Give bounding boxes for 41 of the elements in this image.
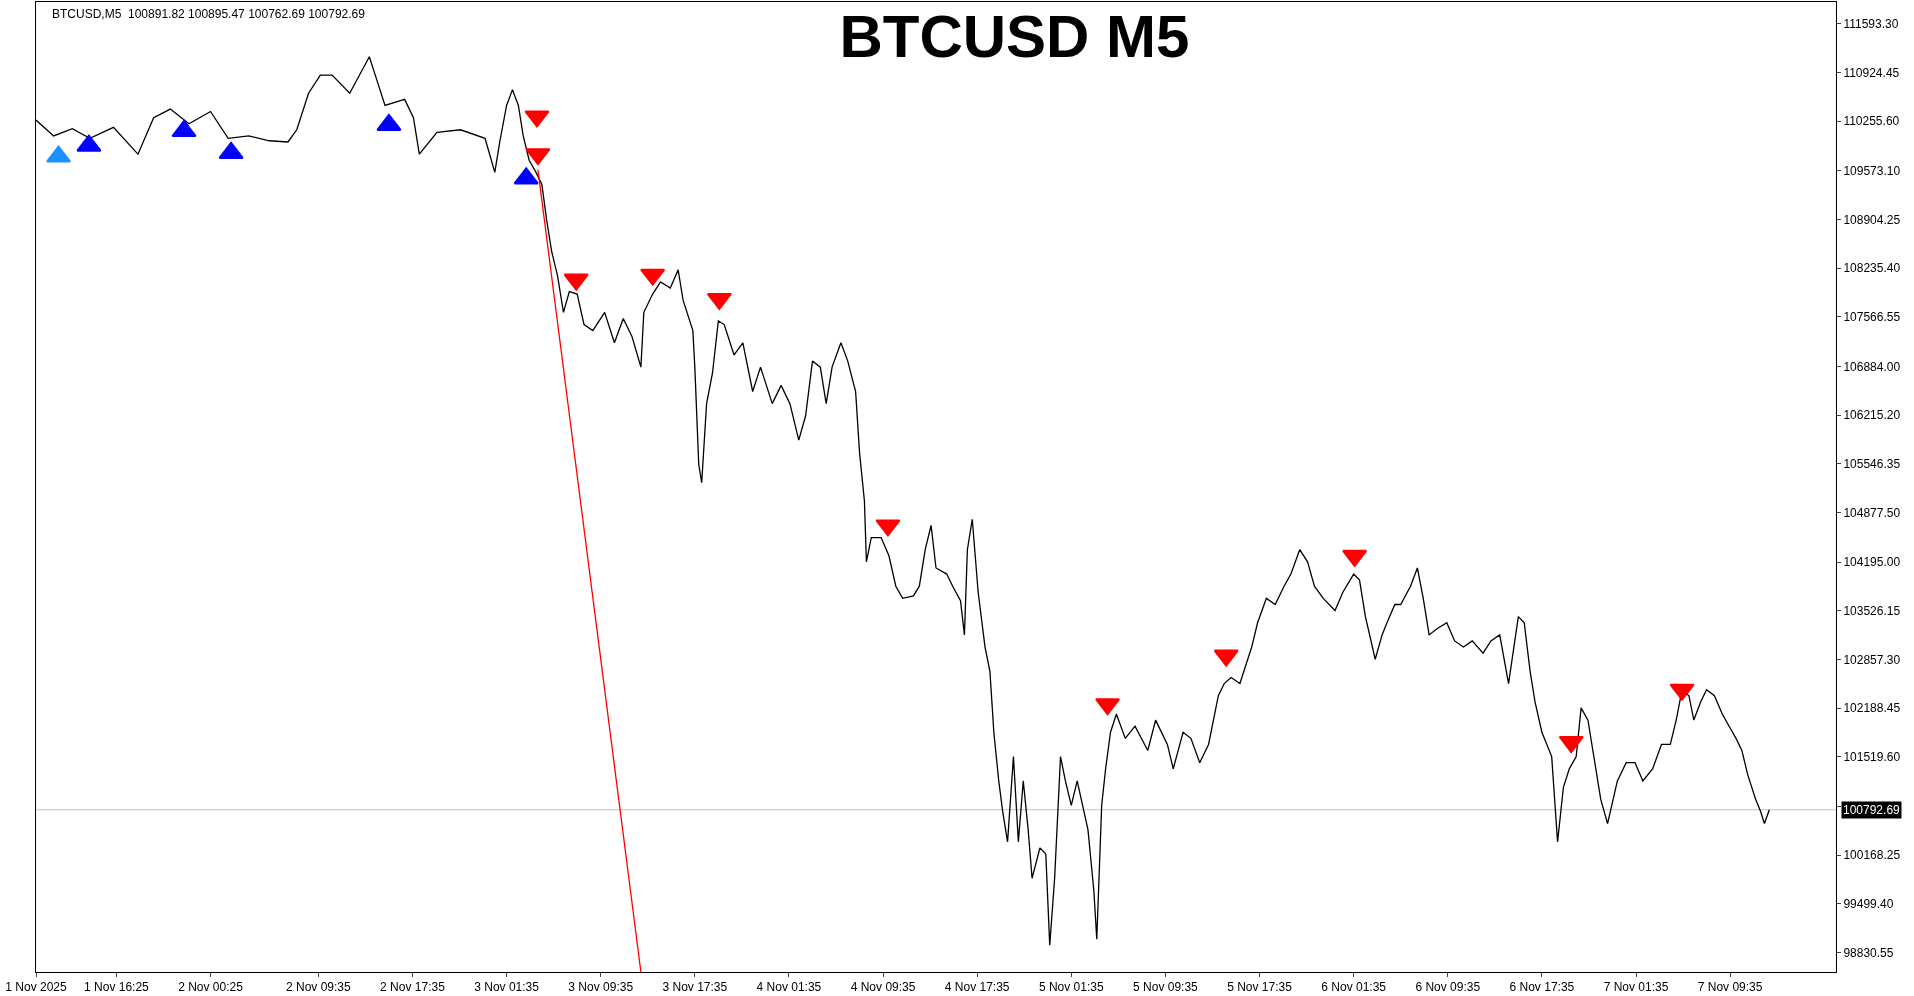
y-tick-label: 110924.45 (1843, 65, 1900, 80)
y-tick-label: 104877.50 (1843, 505, 1901, 520)
y-tick-label: 107566.55 (1843, 310, 1901, 325)
x-tick-label: 4 Nov 17:35 (944, 980, 1010, 995)
chart-title: BTCUSD M5 (839, 2, 1190, 70)
x-tick-label: 3 Nov 17:35 (662, 980, 728, 995)
y-tick-label: 109573.10 (1843, 164, 1901, 179)
x-tick-label: 5 Nov 09:35 (1133, 980, 1199, 995)
y-tick-label: 111593.30 (1843, 17, 1899, 32)
x-tick-label: 5 Nov 17:35 (1227, 980, 1293, 995)
y-tick-label: 108235.40 (1843, 261, 1901, 276)
y-tick-label: 106215.20 (1843, 408, 1901, 423)
x-tick-label: 6 Nov 01:35 (1321, 980, 1387, 995)
y-tick-label: 102188.45 (1843, 701, 1901, 716)
y-tick-label: 100168.25 (1843, 848, 1901, 863)
x-tick-label: 1 Nov 16:25 (84, 980, 150, 995)
ref-line-label: 100792.69 (1843, 803, 1901, 817)
x-tick-label: 7 Nov 09:35 (1697, 980, 1763, 995)
x-tick-label: 2 Nov 09:35 (285, 980, 352, 995)
y-tick-label: 102857.30 (1843, 652, 1901, 667)
y-tick-label: 101519.60 (1843, 750, 1901, 765)
y-tick-label: 108904.25 (1843, 212, 1901, 227)
y-tick-label: 98830.55 (1843, 945, 1894, 960)
y-tick-label: 105546.35 (1843, 457, 1901, 472)
y-tick-label: 103526.15 (1843, 604, 1901, 619)
x-tick-label: 3 Nov 01:35 (474, 980, 540, 995)
x-tick-label: 4 Nov 09:35 (850, 980, 916, 995)
annotation: BTCUSD,M5 100891.82 100895.47 100762.69 100792.69 (52, 7, 366, 21)
x-tick-label: 4 Nov 01:35 (756, 980, 822, 995)
x-tick-label: 5 Nov 01:35 (1038, 980, 1104, 995)
x-tick-label: 3 Nov 09:35 (568, 980, 634, 995)
x-tick-label: 6 Nov 17:35 (1509, 980, 1575, 995)
x-tick-label: 1 Nov 2025 (5, 980, 68, 995)
x-tick-label: 2 Nov 17:35 (380, 980, 446, 995)
x-tick-label: 7 Nov 01:35 (1603, 980, 1669, 995)
y-tick-label: 99499.40 (1843, 897, 1894, 912)
y-tick-label: 104195.00 (1843, 555, 1901, 570)
x-tick-label: 2 Nov 00:25 (178, 980, 244, 995)
y-tick-label: 106884.00 (1843, 359, 1901, 374)
y-tick-label: 110255.60 (1843, 114, 1900, 129)
x-tick-label: 6 Nov 09:35 (1415, 980, 1481, 995)
